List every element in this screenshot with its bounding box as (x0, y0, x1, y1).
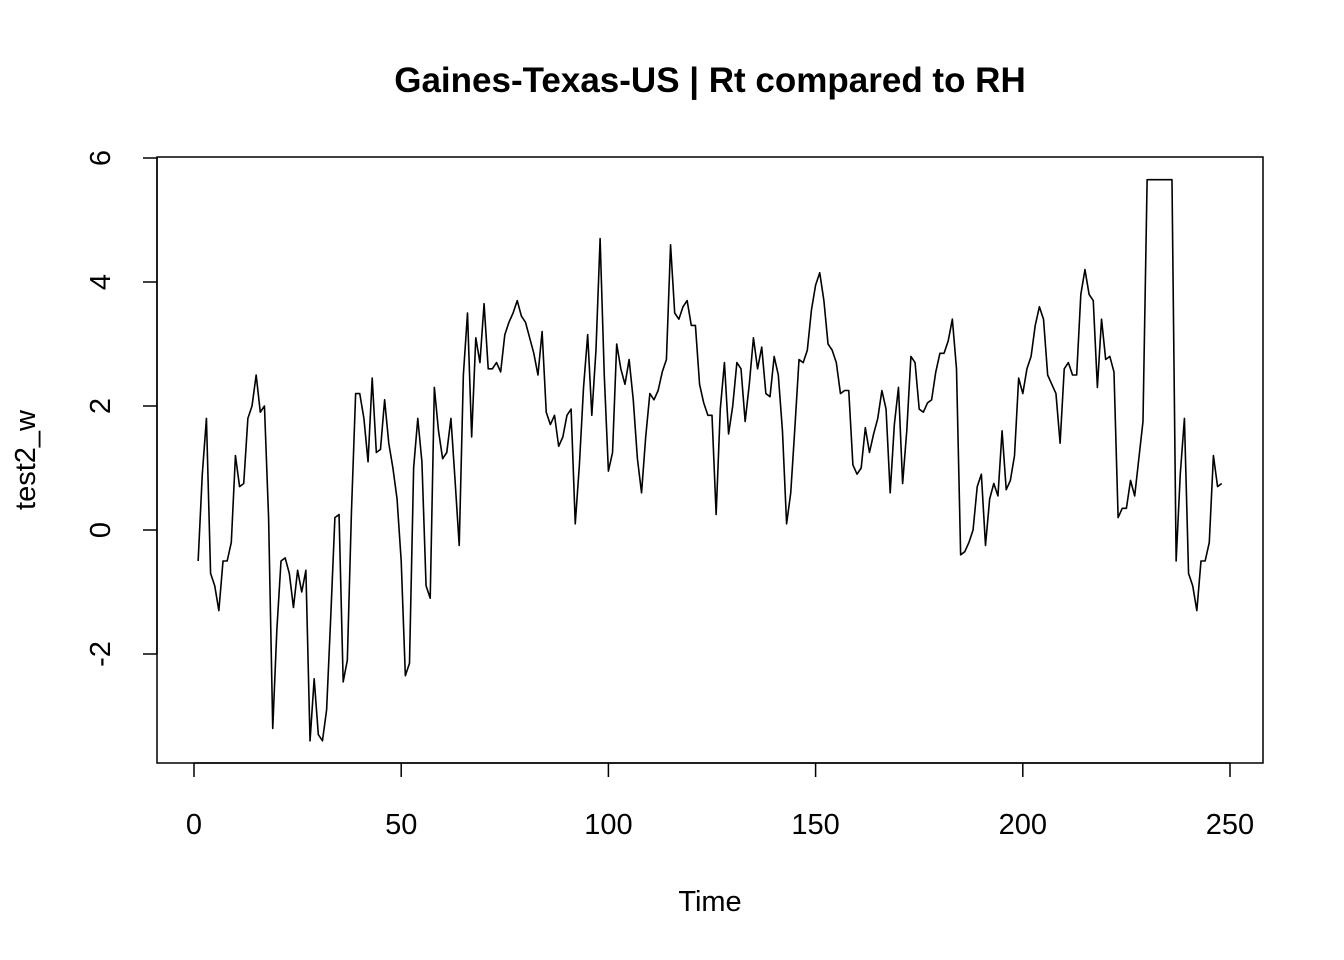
x-tick-label: 150 (791, 809, 839, 841)
x-axis: 0 50 100 150 200 250 (186, 762, 1254, 841)
x-tick-label: 0 (186, 809, 202, 841)
y-tick-label: 0 (85, 522, 117, 538)
y-axis-label: test2_w (10, 409, 42, 510)
chart-title: Gaines-Texas-US | Rt compared to RH (394, 61, 1026, 100)
x-tick-label: 100 (584, 809, 632, 841)
x-tick-label: 250 (1206, 809, 1254, 841)
y-tick-label: 6 (85, 150, 117, 166)
y-tick-label: 4 (85, 274, 117, 290)
x-tick-label: 200 (999, 809, 1047, 841)
y-tick-label: -2 (85, 641, 117, 667)
x-axis-label: Time (678, 886, 741, 918)
x-tick-label: 50 (385, 809, 417, 841)
y-axis: -2 0 2 4 6 (85, 150, 158, 667)
y-tick-label: 2 (85, 398, 117, 414)
series-line-test2-w (197, 178, 1223, 742)
